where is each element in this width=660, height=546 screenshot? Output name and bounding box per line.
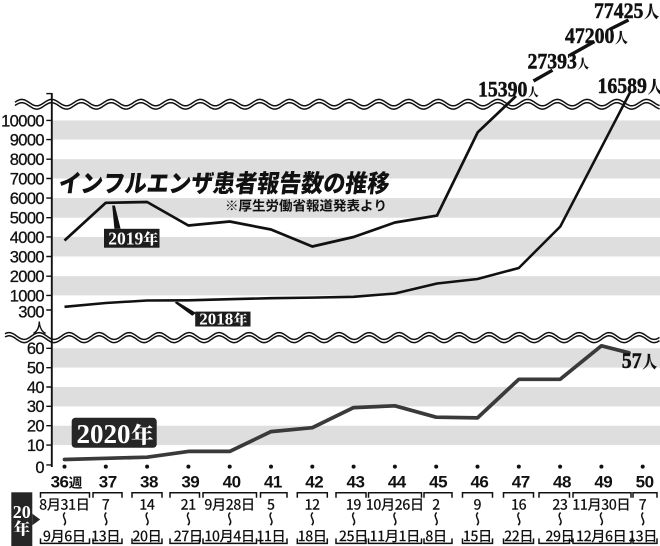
svg-text:20: 20	[27, 418, 45, 436]
svg-text:5000: 5000	[10, 210, 45, 228]
svg-text:2020: 2020	[77, 419, 131, 449]
svg-text:9000: 9000	[10, 132, 45, 150]
svg-text:30: 30	[27, 398, 45, 416]
svg-text:27393: 27393	[528, 49, 577, 74]
svg-text:3000: 3000	[10, 248, 45, 266]
svg-text:42: 42	[305, 473, 323, 492]
svg-text:6000: 6000	[10, 190, 45, 208]
svg-text:10: 10	[27, 437, 45, 455]
svg-text:2019: 2019	[108, 228, 143, 248]
svg-text:39: 39	[181, 473, 199, 492]
svg-text:43: 43	[347, 473, 365, 492]
svg-text:48: 48	[553, 473, 571, 492]
svg-text:36: 36	[51, 473, 69, 492]
svg-text:15390: 15390	[478, 77, 527, 102]
svg-text:60: 60	[27, 340, 45, 358]
svg-text:4000: 4000	[10, 229, 45, 247]
svg-text:40: 40	[223, 473, 241, 492]
svg-text:46: 46	[470, 473, 488, 492]
svg-text:1000: 1000	[10, 287, 45, 305]
svg-text:16589: 16589	[598, 73, 647, 98]
svg-text:50: 50	[27, 360, 45, 378]
svg-text:20: 20	[13, 502, 31, 522]
svg-text:77425: 77425	[594, 0, 643, 23]
svg-text:2000: 2000	[10, 268, 45, 286]
svg-text:38: 38	[140, 473, 158, 492]
svg-text:10000: 10000	[1, 112, 44, 130]
svg-text:8000: 8000	[10, 151, 45, 169]
svg-text:0: 0	[35, 459, 44, 477]
svg-text:49: 49	[594, 473, 612, 492]
svg-text:47: 47	[512, 473, 530, 492]
svg-text:45: 45	[429, 473, 447, 492]
svg-text:2018: 2018	[199, 309, 233, 328]
svg-text:44: 44	[388, 473, 407, 492]
svg-text:57: 57	[622, 348, 642, 373]
svg-text:40: 40	[27, 379, 45, 397]
svg-text:37: 37	[99, 473, 117, 492]
svg-text:50: 50	[636, 473, 654, 492]
svg-text:7000: 7000	[10, 170, 45, 188]
svg-text:300: 300	[18, 303, 44, 321]
svg-text:41: 41	[264, 473, 282, 492]
svg-text:47200: 47200	[565, 23, 614, 48]
